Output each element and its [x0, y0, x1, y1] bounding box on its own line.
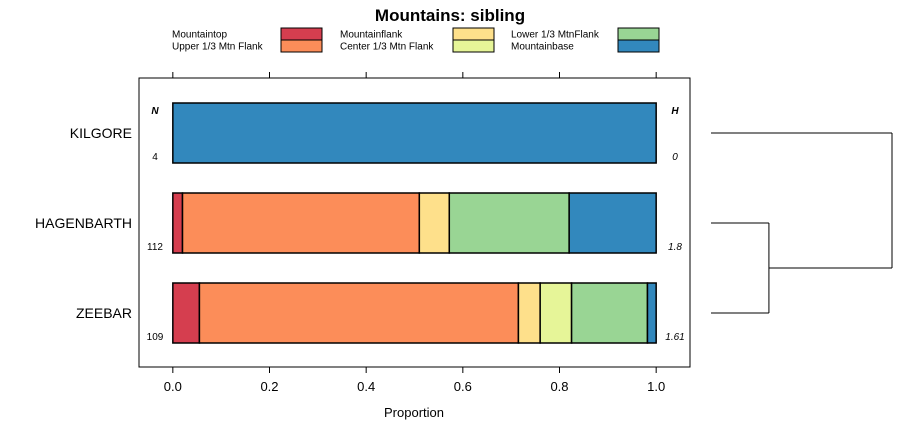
legend-swatch-mountainflank	[452, 27, 495, 41]
legend-swatch-lower-1-3-mtnflank	[617, 27, 660, 41]
h-values: 0 1.8 1.61	[665, 152, 684, 343]
legend-swatch-center-1-3-mtn-flank	[452, 39, 495, 53]
bar-segment-hagenbarth-upper-1-3-mtn-flank	[181, 192, 421, 254]
x-axis-label: Proportion	[384, 405, 444, 420]
dendrogram	[711, 132, 893, 314]
bars	[172, 102, 657, 344]
x-axis: 0.0 0.2 0.4 0.6 0.8 1.0	[164, 72, 665, 394]
legend-label-center-1-3-mtn-flank: Center 1/3 Mtn Flank	[340, 42, 434, 53]
n-value-hagenbarth: 112	[147, 242, 163, 253]
h-value-zeebar: 1.61	[665, 332, 684, 343]
legend-swatch-mountainbase	[617, 39, 660, 53]
legend-label-lower-1-3-mtnflank: Lower 1/3 MtnFlank	[511, 30, 600, 41]
bar-segment-hagenbarth-mountainflank	[418, 192, 451, 254]
legend-label-mountainbase: Mountainbase	[511, 42, 574, 53]
n-value-kilgore: 4	[152, 152, 158, 163]
legend-swatch-upper-1-3-mtn-flank	[280, 39, 323, 53]
legend-label-mountaintop: Mountaintop	[172, 30, 227, 41]
n-value-zeebar: 109	[147, 332, 164, 343]
chart-title: Mountains: sibling	[375, 6, 525, 25]
n-column-header: N	[151, 106, 159, 117]
h-value-hagenbarth: 1.8	[668, 242, 682, 253]
x-tick-label: 0.2	[260, 379, 278, 394]
legend-label-upper-1-3-mtn-flank: Upper 1/3 Mtn Flank	[172, 42, 264, 53]
bar-segment-hagenbarth-mountaintop	[172, 192, 184, 254]
bar-segment-zeebar-mountaintop	[172, 282, 201, 344]
x-tick-label: 0.0	[164, 379, 182, 394]
bar-segment-hagenbarth-mountainbase	[568, 192, 657, 254]
h-column-header: H	[671, 106, 679, 117]
plot-frame	[138, 77, 691, 368]
row-label-zeebar: ZEEBAR	[76, 305, 132, 321]
x-tick-label: 0.8	[550, 379, 568, 394]
legend-swatch-mountaintop	[280, 27, 323, 41]
bar-segment-kilgore-mountainbase	[172, 102, 657, 164]
h-value-kilgore: 0	[672, 152, 678, 163]
bar-segment-zeebar-center-1-3-mtn-flank	[539, 282, 573, 344]
bar-segment-zeebar-mountainbase	[646, 282, 657, 344]
bar-segment-zeebar-upper-1-3-mtn-flank	[198, 282, 520, 344]
row-label-hagenbarth: HAGENBARTH	[35, 215, 132, 231]
x-tick-label: 0.6	[454, 379, 472, 394]
n-values: 4 112 109	[147, 152, 164, 343]
bar-segment-zeebar-mountainflank	[517, 282, 541, 344]
row-label-kilgore: KILGORE	[70, 125, 132, 141]
bar-segment-zeebar-lower-1-3-mtnflank	[570, 282, 649, 344]
x-tick-label: 1.0	[647, 379, 665, 394]
row-labels: KILGORE HAGENBARTH ZEEBAR	[35, 125, 132, 321]
legend-label-mountainflank: Mountainflank	[340, 30, 403, 41]
bar-segment-hagenbarth-lower-1-3-mtnflank	[448, 192, 570, 254]
x-tick-label: 0.4	[357, 379, 375, 394]
